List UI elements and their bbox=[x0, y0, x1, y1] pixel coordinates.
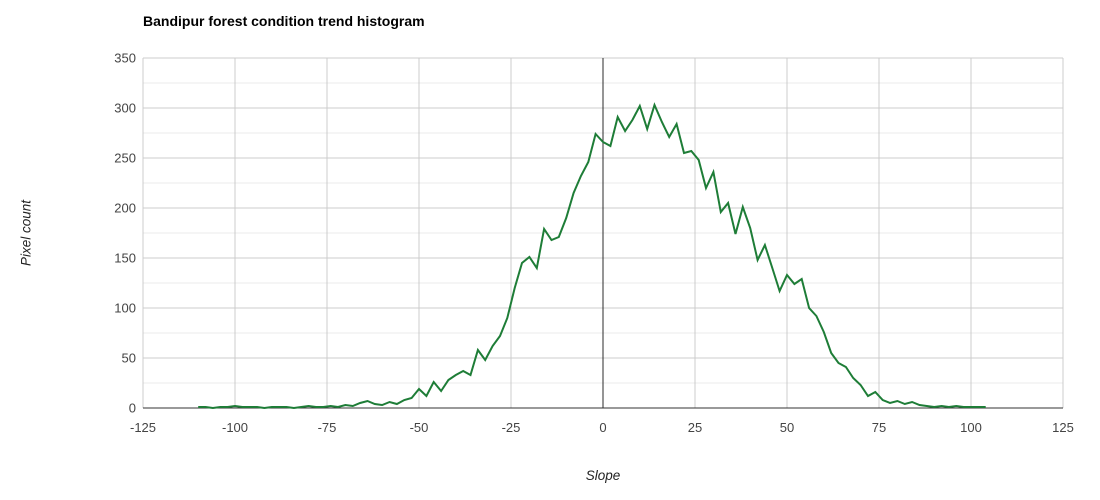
x-tick-label: 125 bbox=[1052, 420, 1074, 435]
x-tick-label: -100 bbox=[222, 420, 248, 435]
x-tick-label: 25 bbox=[688, 420, 702, 435]
y-tick-label: 300 bbox=[114, 101, 136, 116]
x-tick-label: -75 bbox=[318, 420, 337, 435]
x-tick-label: 50 bbox=[780, 420, 794, 435]
y-tick-label: 0 bbox=[129, 401, 136, 416]
x-tick-label: -25 bbox=[502, 420, 521, 435]
y-tick-label: 250 bbox=[114, 151, 136, 166]
x-tick-label: -125 bbox=[130, 420, 156, 435]
x-axis-title: Slope bbox=[585, 468, 621, 483]
x-tick-label: 0 bbox=[599, 420, 606, 435]
x-tick-label: -50 bbox=[410, 420, 429, 435]
x-tick-label: 75 bbox=[872, 420, 886, 435]
series-line[interactable] bbox=[198, 102, 986, 410]
chart-title: Bandipur forest condition trend histogra… bbox=[143, 13, 425, 29]
y-tick-label: 100 bbox=[114, 301, 136, 316]
x-tick-label: 100 bbox=[960, 420, 982, 435]
y-tick-label: 200 bbox=[114, 201, 136, 216]
y-tick-label: 150 bbox=[114, 251, 136, 266]
y-tick-label: 350 bbox=[114, 51, 136, 66]
y-axis-title: Pixel count bbox=[18, 199, 34, 267]
y-tick-label: 50 bbox=[122, 351, 136, 366]
